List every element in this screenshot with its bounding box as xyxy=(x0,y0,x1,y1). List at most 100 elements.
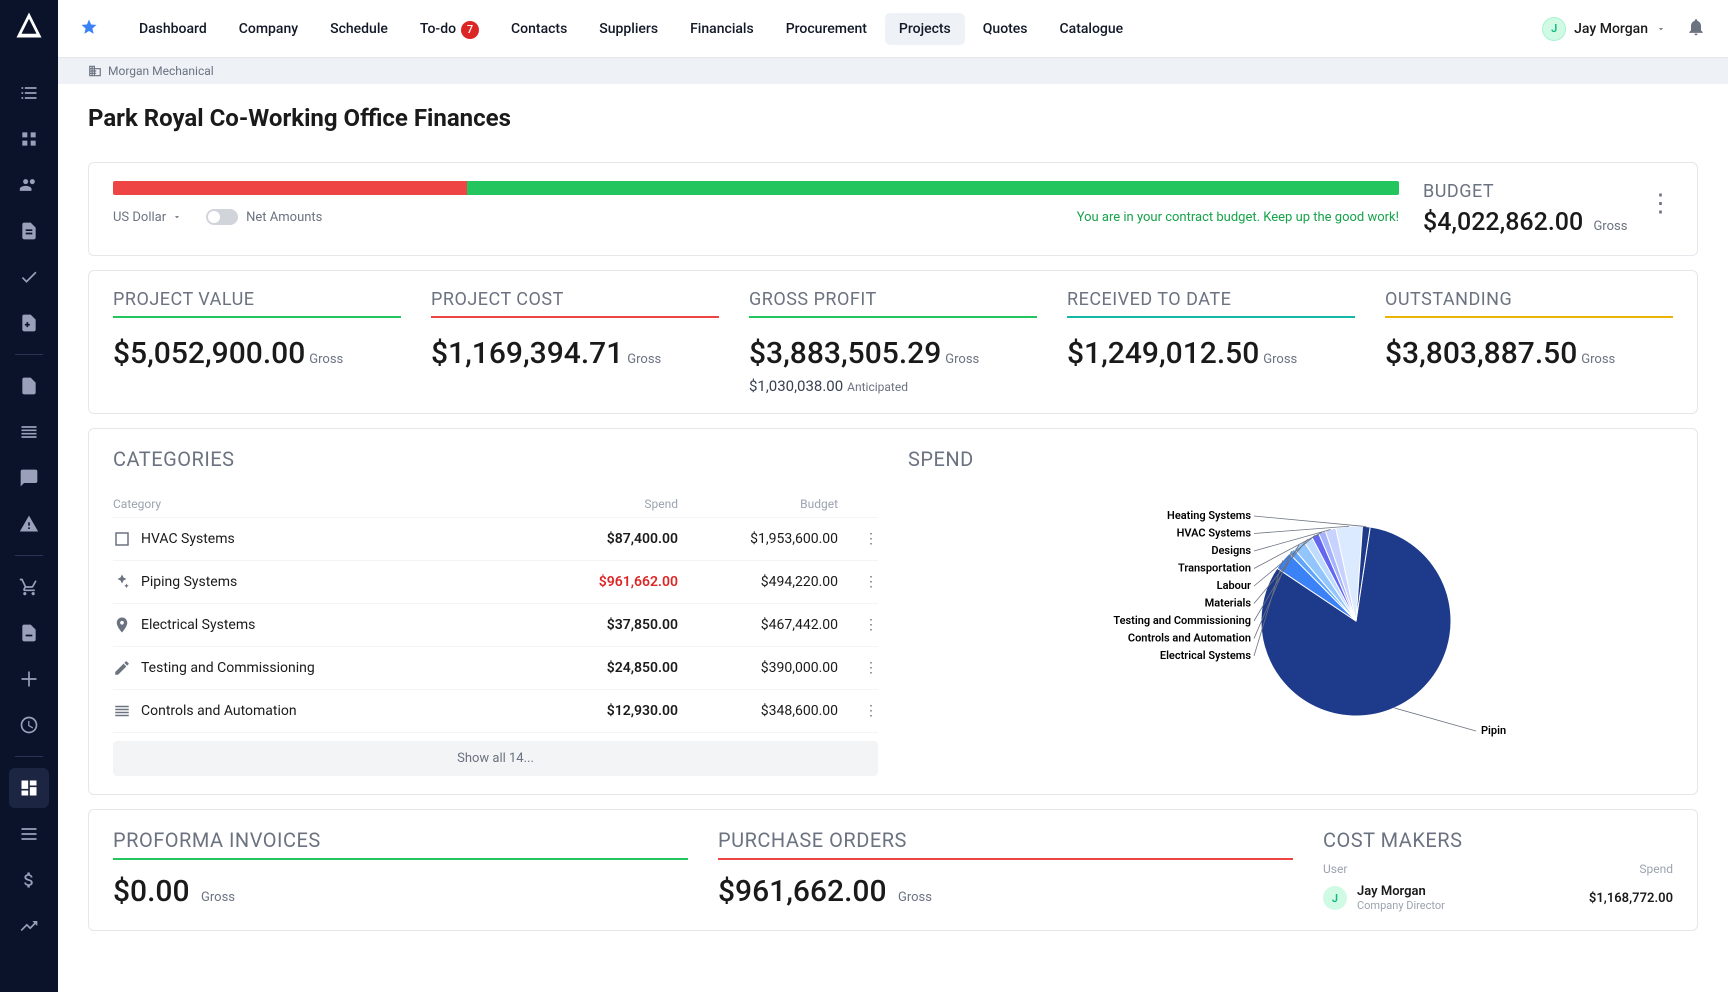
svg-text:Electrical Systems: Electrical Systems xyxy=(1159,649,1250,662)
nav-dashboard[interactable]: Dashboard xyxy=(125,13,221,45)
row-more-icon[interactable]: ⋮ xyxy=(838,703,878,719)
budget-card: US Dollar Net Amounts You are in your co… xyxy=(88,162,1698,256)
user-name: Jay Morgan xyxy=(1574,21,1648,37)
nav-financials[interactable]: Financials xyxy=(676,13,768,45)
col-spend2: Spend xyxy=(1639,862,1673,876)
sidebar-cart-icon[interactable] xyxy=(9,567,49,607)
svg-text:Designs: Designs xyxy=(1211,544,1251,557)
sidebar-tree-icon[interactable] xyxy=(9,119,49,159)
sidebar-clock-icon[interactable] xyxy=(9,705,49,745)
chevron-down-icon xyxy=(1656,24,1666,34)
category-icon xyxy=(113,659,131,677)
currency-select[interactable]: US Dollar xyxy=(113,210,182,225)
nav-quotes[interactable]: Quotes xyxy=(969,13,1042,45)
spend-pie-chart: Piping SystemsHeating SystemsHVAC System… xyxy=(908,491,1673,751)
category-icon xyxy=(113,616,131,634)
metric-gross-profit: GROSS PROFIT$3,883,505.29Gross$1,030,038… xyxy=(749,289,1037,395)
sidebar-chat-icon[interactable] xyxy=(9,458,49,498)
po-value: $961,662.00 xyxy=(718,874,887,909)
sidebar-dashboard-icon[interactable] xyxy=(9,768,49,808)
category-icon xyxy=(113,702,131,720)
sidebar-newdoc-icon[interactable] xyxy=(9,303,49,343)
budget-status-msg: You are in your contract budget. Keep up… xyxy=(1077,210,1399,225)
breadcrumb: Morgan Mechanical xyxy=(58,58,1728,84)
po-label: PURCHASE ORDERS xyxy=(718,828,1293,852)
row-more-icon[interactable]: ⋮ xyxy=(838,660,878,676)
row-more-icon[interactable]: ⋮ xyxy=(838,531,878,547)
metric-outstanding: OUTSTANDING$3,803,887.50Gross xyxy=(1385,289,1673,395)
nav-suppliers[interactable]: Suppliers xyxy=(585,13,672,45)
sidebar-people-icon[interactable] xyxy=(9,165,49,205)
bottom-card: PROFORMA INVOICES $0.00 Gross PURCHASE O… xyxy=(88,809,1698,931)
sidebar-table-icon[interactable] xyxy=(9,814,49,854)
category-row: Electrical Systems$37,850.00$467,442.00⋮ xyxy=(113,604,878,647)
col-budget: Budget xyxy=(678,497,838,511)
chevron-down-icon xyxy=(172,212,182,222)
svg-text:Transportation: Transportation xyxy=(1177,562,1250,575)
net-amounts-toggle[interactable] xyxy=(206,209,238,225)
spend-title: SPEND xyxy=(908,447,1673,471)
logo xyxy=(14,10,44,40)
sidebar-lines-icon[interactable] xyxy=(9,412,49,452)
nav-projects[interactable]: Projects xyxy=(885,13,965,45)
category-row: Testing and Commissioning$24,850.00$390,… xyxy=(113,647,878,690)
metric-project-value: PROJECT VALUE$5,052,900.00Gross xyxy=(113,289,401,395)
show-all-button[interactable]: Show all 14... xyxy=(113,741,878,776)
avatar: J xyxy=(1323,886,1347,910)
building-icon xyxy=(88,64,102,78)
category-icon xyxy=(113,573,131,591)
breadcrumb-org[interactable]: Morgan Mechanical xyxy=(108,64,214,78)
nav-company[interactable]: Company xyxy=(225,13,312,45)
page-title: Park Royal Co-Working Office Finances xyxy=(88,104,1698,132)
nav-contacts[interactable]: Contacts xyxy=(497,13,581,45)
category-icon xyxy=(113,530,131,548)
costmakers-label: COST MAKERS xyxy=(1323,828,1673,852)
sidebar xyxy=(0,0,58,992)
metric-project-cost: PROJECT COST$1,169,394.71Gross xyxy=(431,289,719,395)
row-more-icon[interactable]: ⋮ xyxy=(838,574,878,590)
costmaker-row: JJay MorganCompany Director$1,168,772.00 xyxy=(1323,884,1673,912)
category-row: Piping Systems$961,662.00$494,220.00⋮ xyxy=(113,561,878,604)
budget-gross: Gross xyxy=(1593,219,1627,234)
categories-table: Category Spend Budget HVAC Systems$87,40… xyxy=(113,491,878,776)
svg-text:HVAC Systems: HVAC Systems xyxy=(1176,527,1251,540)
row-more-icon[interactable]: ⋮ xyxy=(838,617,878,633)
svg-text:Controls and Automation: Controls and Automation xyxy=(1127,632,1250,645)
nav-to-do[interactable]: To-do7 xyxy=(406,13,493,45)
sidebar-check-icon[interactable] xyxy=(9,257,49,297)
sidebar-split-icon[interactable] xyxy=(9,659,49,699)
nav-procurement[interactable]: Procurement xyxy=(772,13,881,45)
star-icon[interactable] xyxy=(80,18,98,40)
nav-schedule[interactable]: Schedule xyxy=(316,13,402,45)
toggle-label: Net Amounts xyxy=(246,210,322,225)
col-user: User xyxy=(1323,862,1639,876)
notifications-icon[interactable] xyxy=(1686,17,1706,41)
categories-title: CATEGORIES xyxy=(113,447,878,471)
proforma-bar xyxy=(113,858,688,860)
top-nav: DashboardCompanyScheduleTo-do7ContactsSu… xyxy=(58,0,1728,58)
category-row: HVAC Systems$87,400.00$1,953,600.00⋮ xyxy=(113,518,878,561)
metrics-card: PROJECT VALUE$5,052,900.00Gross PROJECT C… xyxy=(88,270,1698,414)
sidebar-invoice-icon[interactable] xyxy=(9,613,49,653)
budget-label: BUDGET xyxy=(1423,181,1673,202)
user-menu[interactable]: J Jay Morgan xyxy=(1542,17,1666,41)
sidebar-page-icon[interactable] xyxy=(9,366,49,406)
category-row: Controls and Automation$12,930.00$348,60… xyxy=(113,690,878,733)
svg-text:Labour: Labour xyxy=(1216,579,1250,592)
sidebar-warning-icon[interactable] xyxy=(9,504,49,544)
svg-text:Heating Systems: Heating Systems xyxy=(1167,509,1251,522)
proforma-value: $0.00 xyxy=(113,874,190,909)
sidebar-doc-icon[interactable] xyxy=(9,211,49,251)
proforma-label: PROFORMA INVOICES xyxy=(113,828,688,852)
categories-spend-card: CATEGORIES Category Spend Budget HVAC Sy… xyxy=(88,428,1698,795)
sidebar-trend-icon[interactable] xyxy=(9,906,49,946)
svg-text:Testing and Commissioning: Testing and Commissioning xyxy=(1113,614,1251,627)
nav-catalogue[interactable]: Catalogue xyxy=(1046,13,1138,45)
sidebar-dollar-icon[interactable] xyxy=(9,860,49,900)
col-category: Category xyxy=(113,497,518,511)
budget-progress-bar xyxy=(113,181,1399,195)
budget-more-icon[interactable]: ⋮ xyxy=(1648,188,1673,218)
col-spend: Spend xyxy=(518,497,678,511)
sidebar-list-icon[interactable] xyxy=(9,73,49,113)
todo-badge: 7 xyxy=(461,21,479,39)
